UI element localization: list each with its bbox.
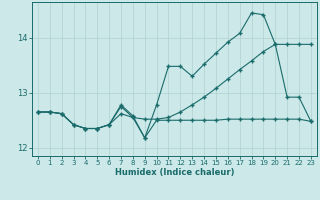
X-axis label: Humidex (Indice chaleur): Humidex (Indice chaleur): [115, 168, 234, 177]
